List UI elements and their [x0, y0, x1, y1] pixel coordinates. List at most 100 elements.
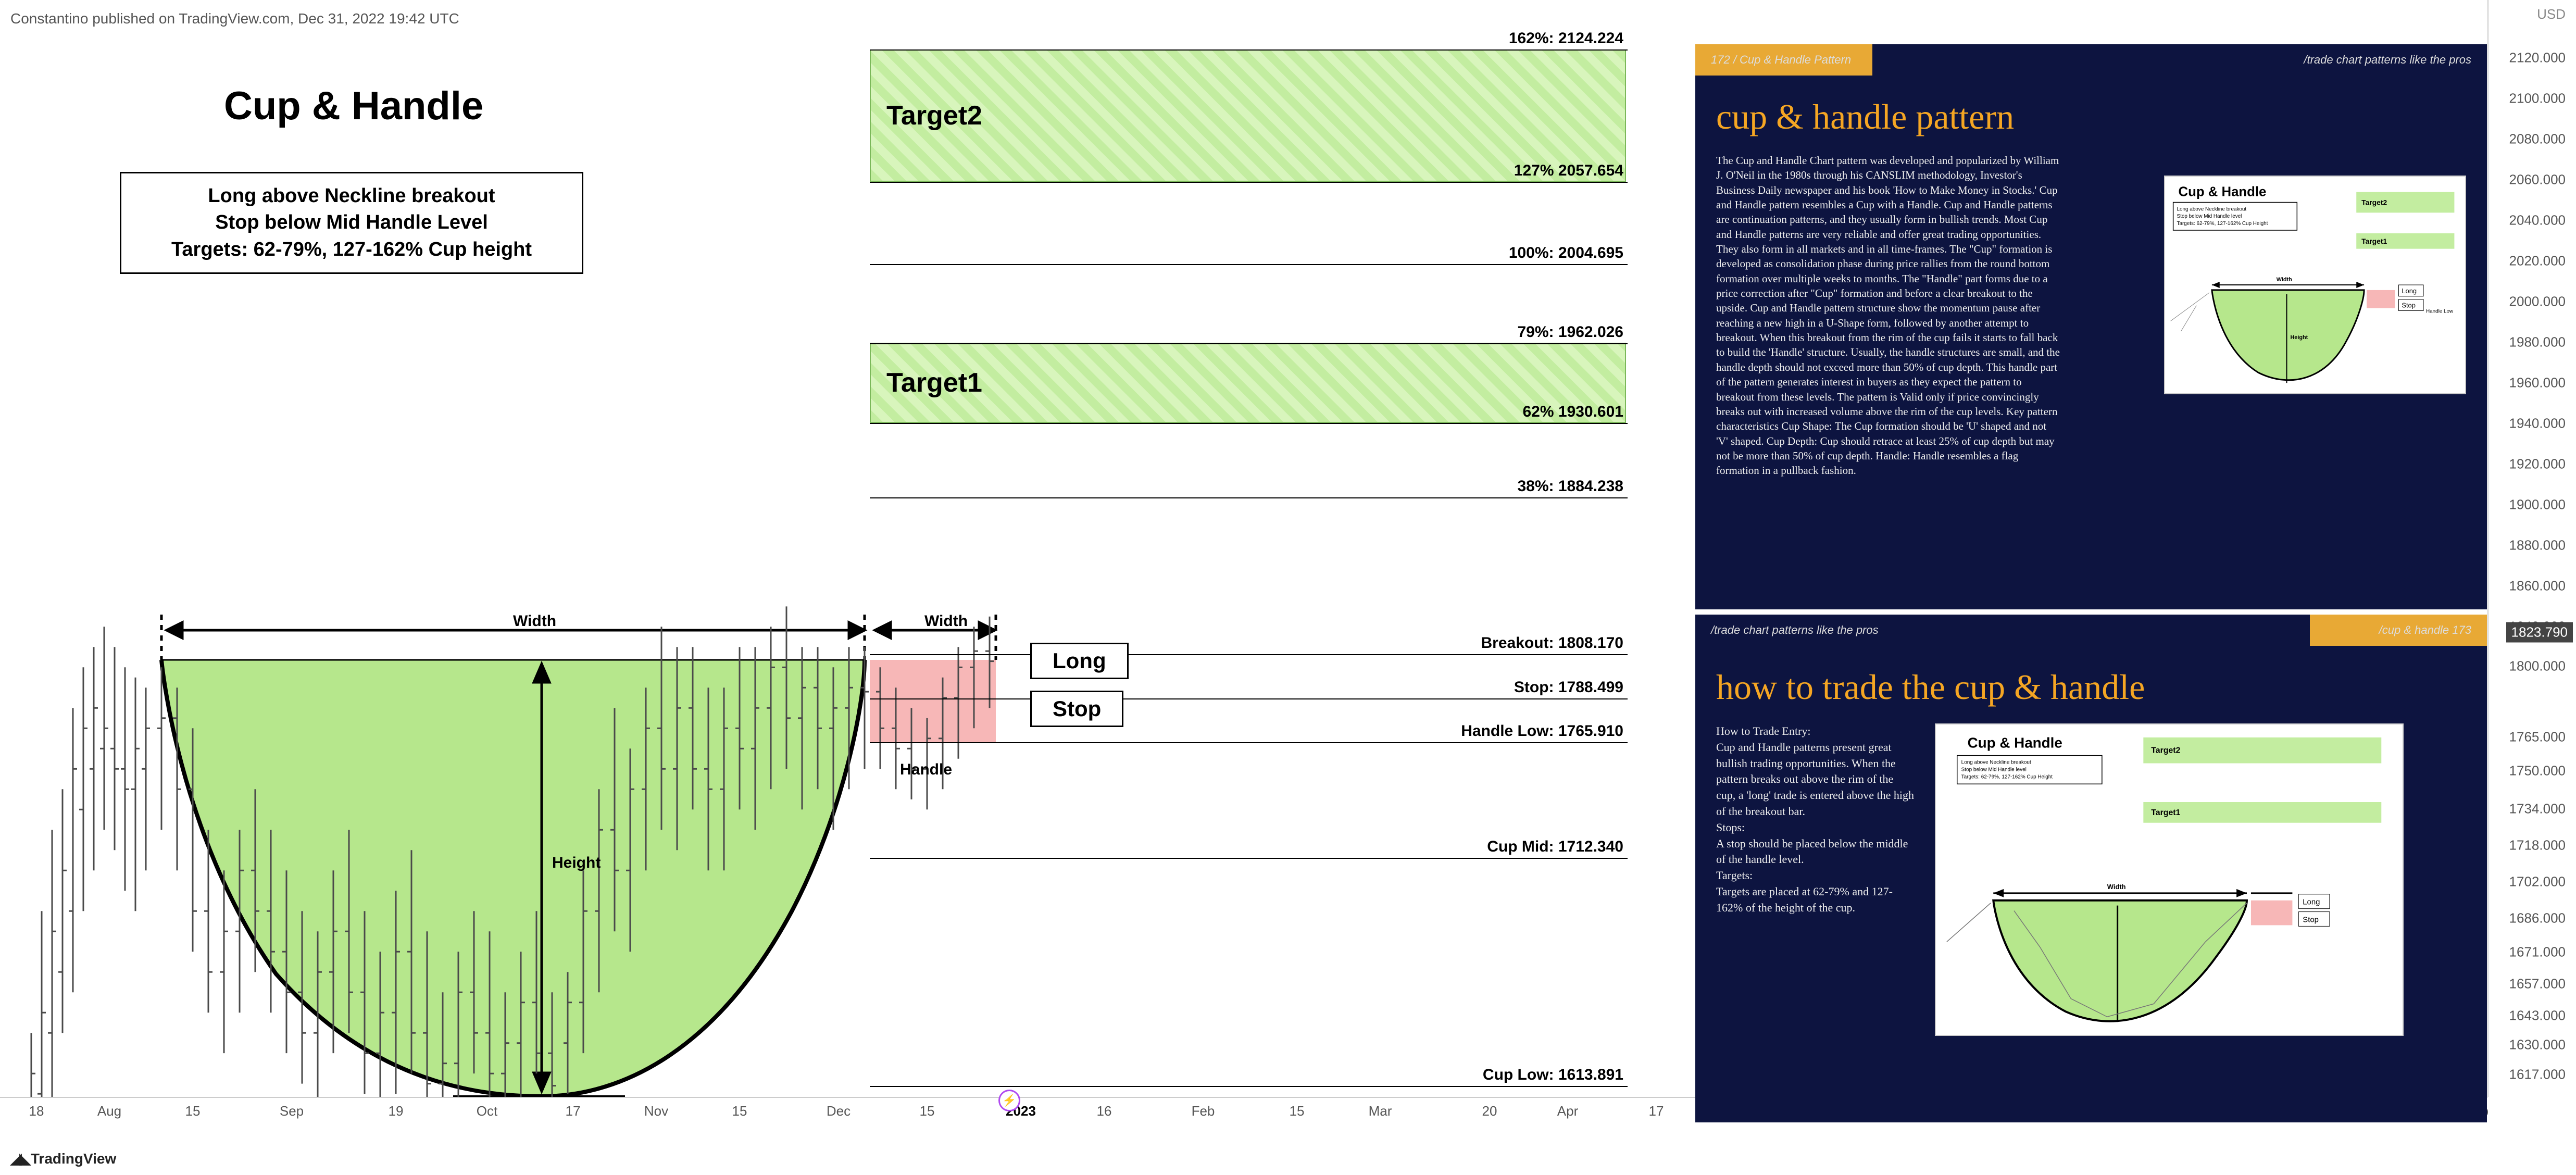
info-line: Stop below Mid Handle Level	[131, 209, 572, 236]
level-label: Stop: 1788.499	[1514, 679, 1623, 696]
height-label: Height	[552, 854, 601, 872]
info-line: Targets: 62-79%, 127-162% Cup height	[131, 236, 572, 263]
panel1-topbar: 172 / Cup & Handle Pattern /trade chart …	[1695, 44, 2487, 76]
long-box: Long	[1030, 643, 1129, 679]
price-tick: 2000.000	[2509, 294, 2566, 310]
svg-text:Long: Long	[2303, 898, 2320, 907]
price-tick: 1671.000	[2509, 944, 2566, 960]
bar-replay-icon[interactable]: ⚡	[998, 1090, 1020, 1111]
svg-text:Target2: Target2	[2361, 198, 2387, 206]
educational-panels: 172 / Cup & Handle Pattern /trade chart …	[1695, 44, 2487, 1097]
level-line: 79%: 1962.026	[870, 343, 1628, 344]
entry-text: Cup and Handle patterns present great bu…	[1716, 740, 1914, 820]
svg-text:Cup & Handle: Cup & Handle	[2179, 185, 2267, 199]
time-tick: 15	[185, 1103, 201, 1119]
price-tick: 1900.000	[2509, 497, 2566, 513]
time-tick: Mar	[1369, 1103, 1392, 1119]
level-line: 38%: 1884.238	[870, 497, 1628, 498]
panel2-title: how to trade the cup & handle	[1716, 667, 2487, 708]
svg-text:Stop: Stop	[2303, 916, 2319, 924]
price-tick: 1860.000	[2509, 578, 2566, 594]
target2-zone: Target2	[870, 49, 1626, 182]
price-axis[interactable]: USD 2120.0002100.0002080.0002060.0002040…	[2487, 0, 2576, 1097]
price-unit: USD	[2537, 6, 2566, 22]
panel2-text: How to Trade Entry: Cup and Handle patte…	[1716, 723, 1914, 1036]
level-line: 100%: 2004.695	[870, 264, 1628, 265]
target1-zone: Target1	[870, 343, 1626, 423]
level-line: Breakout: 1808.170	[870, 654, 1628, 655]
price-tick: 2080.000	[2509, 131, 2566, 147]
panel1-body: The Cup and Handle Chart pattern was dev…	[1695, 153, 2081, 494]
level-line: 62% 1930.601	[870, 423, 1628, 424]
level-label: 162%: 2124.224	[1509, 30, 1623, 47]
level-line: Handle Low: 1765.910	[870, 742, 1628, 743]
svg-text:Width: Width	[2277, 277, 2292, 283]
price-tick: 1960.000	[2509, 375, 2566, 391]
time-tick: 17	[566, 1103, 581, 1119]
panel-pattern-description: 172 / Cup & Handle Pattern /trade chart …	[1695, 44, 2487, 609]
time-tick: Sep	[280, 1103, 304, 1119]
svg-text:Long above Neckline breakout: Long above Neckline breakout	[2177, 206, 2247, 212]
time-tick: Nov	[644, 1103, 668, 1119]
handle-label: Handle	[900, 761, 952, 779]
price-tick: 1750.000	[2509, 763, 2566, 779]
level-label: Handle Low: 1765.910	[1461, 722, 1623, 740]
svg-text:Width: Width	[2107, 883, 2126, 891]
level-line: 127% 2057.654	[870, 182, 1628, 183]
price-tick: 1734.000	[2509, 801, 2566, 817]
level-label: 79%: 1962.026	[1518, 323, 1624, 341]
info-box: Long above Neckline breakout Stop below …	[120, 172, 583, 274]
svg-text:Targets: 62-79%, 127-162% Cup: Targets: 62-79%, 127-162% Cup Height	[1961, 774, 2053, 780]
time-tick: Aug	[97, 1103, 121, 1119]
price-tick: 1880.000	[2509, 538, 2566, 554]
level-line: Cup Mid: 1712.340	[870, 858, 1628, 859]
stops-text: A stop should be placed below the middle…	[1716, 836, 1914, 868]
price-tick: 1630.000	[2509, 1037, 2566, 1053]
time-tick: 18	[29, 1103, 44, 1119]
panel1-thumbnail: Cup & Handle Long above Neckline breakou…	[2164, 176, 2466, 394]
price-tick: 2060.000	[2509, 172, 2566, 188]
level-label: Breakout: 1808.170	[1481, 634, 1624, 652]
panel1-title: cup & handle pattern	[1716, 96, 2487, 138]
level-label: Cup Mid: 1712.340	[1487, 838, 1623, 856]
level-line: Stop: 1788.499	[870, 698, 1628, 699]
price-tick: 1800.000	[2509, 658, 2566, 674]
svg-text:Cup & Handle: Cup & Handle	[1968, 735, 2062, 751]
panel-how-to-trade: /trade chart patterns like the pros /cup…	[1695, 615, 2487, 1122]
svg-text:Targets: 62-79%, 127-162% Cup: Targets: 62-79%, 127-162% Cup Height	[2177, 221, 2268, 227]
entry-heading: How to Trade Entry:	[1716, 724, 1811, 738]
panel2-page-left: /trade chart patterns like the pros	[1711, 623, 1879, 637]
tradingview-logo: TradingView	[10, 1150, 116, 1167]
time-tick: Oct	[477, 1103, 497, 1119]
time-tick: 15	[920, 1103, 935, 1119]
time-tick: Feb	[1192, 1103, 1215, 1119]
price-tick: 1657.000	[2509, 976, 2566, 992]
time-tick: Apr	[1557, 1103, 1578, 1119]
target2-label: Target2	[886, 100, 982, 131]
time-tick: 20	[1482, 1103, 1497, 1119]
time-tick: 15	[732, 1103, 747, 1119]
svg-text:Target1: Target1	[2151, 808, 2180, 817]
level-label: 38%: 1884.238	[1518, 478, 1624, 495]
svg-text:Handle Low: Handle Low	[2426, 308, 2454, 314]
price-tick: 2120.000	[2509, 50, 2566, 66]
price-tick: 1643.000	[2509, 1008, 2566, 1024]
panel2-page-right: /cup & handle 173	[2379, 623, 2471, 637]
price-tick: 2040.000	[2509, 213, 2566, 229]
price-tick: 1980.000	[2509, 334, 2566, 351]
price-tick: 1920.000	[2509, 456, 2566, 472]
target1-label: Target1	[886, 367, 982, 398]
panel1-page-right: /trade chart patterns like the pros	[2304, 53, 2471, 67]
price-tick: 1765.000	[2509, 729, 2566, 745]
targets-text: Targets are placed at 62-79% and 127-162…	[1716, 884, 1914, 916]
level-label: 62% 1930.601	[1522, 403, 1623, 421]
width-handle-label: Width	[924, 612, 968, 630]
level-label: Cup Low: 1613.891	[1483, 1066, 1623, 1084]
level-label: 100%: 2004.695	[1509, 244, 1623, 262]
chart-title: Cup & Handle	[224, 83, 483, 129]
time-tick: 15	[1290, 1103, 1305, 1119]
stop-box: Stop	[1030, 691, 1123, 727]
svg-text:Long: Long	[2402, 287, 2417, 295]
width-label: Width	[513, 612, 556, 630]
price-tick: 1702.000	[2509, 874, 2566, 890]
